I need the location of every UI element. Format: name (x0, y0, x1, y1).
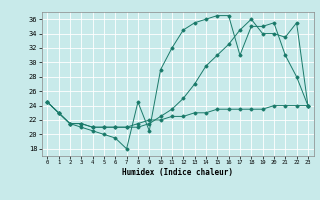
X-axis label: Humidex (Indice chaleur): Humidex (Indice chaleur) (122, 168, 233, 177)
